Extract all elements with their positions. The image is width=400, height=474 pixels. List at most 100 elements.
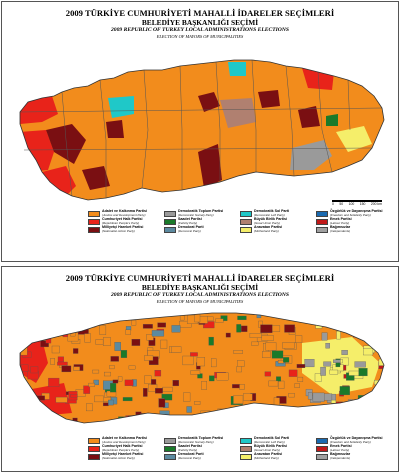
district-region — [157, 322, 166, 328]
legend-party-english: (Labour Party) — [330, 220, 350, 225]
legend-swatch — [240, 446, 252, 452]
district-region — [275, 314, 283, 319]
legend-item: Saadet Partisi (Felicity Party) — [164, 444, 236, 452]
legend-swatch — [240, 438, 252, 444]
map-title: 2009 TÜRKİYE CUMHURİYETİ MAHALLİ İDARELE… — [65, 273, 335, 283]
district-region — [296, 364, 306, 368]
legend-party-english: (Freedom and Solidarity Party) — [330, 439, 371, 444]
legend-party-name: Milliyetçi Hareket Partisi — [102, 225, 144, 229]
district-region — [243, 393, 253, 401]
legend-party-english: (Democratic Left Party) — [254, 212, 285, 217]
chp-region-southwest — [32, 383, 72, 415]
legend-party-english: (Independents) — [330, 455, 351, 460]
district-region — [260, 412, 266, 417]
legend-party-english: (Democratic Society Party) — [178, 439, 214, 444]
district-region — [377, 393, 384, 401]
district-region — [160, 339, 168, 349]
map-subtitle: BELEDİYE BAŞKANLIĞI SEÇİMİ — [141, 283, 259, 292]
district-region — [331, 399, 337, 404]
legend-item: Özgürlük ve Dayanışma Partisi (Freedom an… — [316, 436, 388, 444]
legend-item: Emek Partisi (Labour Party) — [316, 444, 388, 452]
district-region — [329, 369, 339, 375]
district-region — [190, 370, 201, 375]
district-region — [262, 351, 271, 358]
district-region — [378, 358, 384, 366]
legend-swatch — [316, 227, 328, 233]
legend-party-english: (Nationalist Action Party) — [102, 228, 135, 233]
legend-swatch — [316, 211, 328, 217]
district-region — [295, 335, 303, 343]
district-region — [108, 399, 114, 406]
district-region — [304, 359, 315, 368]
district-region — [278, 380, 285, 389]
district-region — [143, 388, 148, 397]
dtp-region-southeast — [290, 140, 332, 170]
district-region — [158, 398, 166, 408]
district-region — [300, 417, 310, 423]
legend-party-english: (Democrat Party) — [178, 228, 201, 233]
district-region — [142, 324, 153, 329]
legend-item: Adalet ve Kalkınma Partisi (Justice and D… — [88, 209, 160, 217]
district-region — [264, 413, 271, 422]
district-region — [325, 343, 330, 349]
legend-party-english: (Democratic Society Party) — [178, 212, 214, 217]
district-region — [307, 392, 313, 400]
district-region — [61, 365, 72, 373]
district-region — [92, 369, 100, 374]
district-region — [182, 355, 194, 366]
district-region — [375, 341, 381, 350]
district-region — [33, 316, 46, 324]
legend-party-name: Saadet Partisi — [178, 444, 202, 448]
district-region — [237, 315, 247, 320]
district-region — [268, 380, 279, 387]
legend-party-english: (Democratic Left Party) — [254, 439, 285, 444]
legend-swatch — [88, 211, 100, 217]
district-region — [146, 334, 154, 341]
legend-party-english: (Justice and Development Party) — [102, 439, 146, 444]
district-region — [198, 316, 208, 324]
district-region — [220, 315, 228, 321]
legend-party-name: Cumhuriyet Halk Partisi — [102, 217, 143, 221]
legend-swatch — [88, 438, 100, 444]
legend-item: Büyük Birlik Partisi (Great Union Party) — [240, 217, 312, 225]
legend-party-name: Özgürlük ve Dayanışma Partisi — [330, 436, 383, 440]
legend-party-english: (Justice and Development Party) — [102, 212, 146, 217]
map-title: 2009 TÜRKİYE CUMHURİYETİ MAHALLİ İDARELE… — [65, 8, 335, 18]
district-region — [186, 406, 192, 413]
district-region — [260, 324, 273, 333]
district-region — [57, 314, 64, 323]
district-region — [288, 369, 298, 377]
district-region — [162, 386, 173, 392]
legend-party-name: Adalet ve Kalkınma Partisi — [102, 209, 147, 213]
district-region — [239, 384, 245, 390]
district-region — [53, 327, 59, 336]
legend-item: Demokratik Sol Parti (Democratic Left Par… — [240, 436, 312, 444]
district-region — [57, 361, 68, 366]
district-region — [321, 332, 328, 341]
legend-party-english: (Great Union Party) — [254, 447, 281, 452]
district-region — [282, 342, 295, 349]
district-region — [190, 352, 198, 357]
district-region — [276, 416, 286, 423]
district-region — [48, 377, 60, 387]
legend-party-english: (Labour Party) — [330, 447, 350, 452]
district-region — [333, 359, 341, 363]
district-region — [180, 416, 187, 422]
district-region — [40, 340, 49, 348]
scale-label: 0 — [332, 202, 334, 206]
legend-item: Demokrat Parti (Democrat Party) — [164, 452, 236, 460]
map-title-english: 2009 REPUBLIC OF TURKEY LOCAL ADMINISTRA… — [111, 27, 289, 33]
legend-party-english: (Nationalist Action Party) — [102, 455, 135, 460]
district-region — [131, 319, 137, 326]
legend-item: Bağımsızlar (Independents) — [316, 225, 388, 233]
district-region — [31, 316, 43, 321]
district-region — [215, 318, 224, 323]
legend-party-name: Demokratik Toplum Partisi — [178, 209, 224, 213]
anavatan-region-east — [336, 126, 372, 152]
district-region — [261, 335, 274, 341]
legend-party-name: Saadet Partisi — [178, 217, 202, 221]
district-region — [25, 326, 33, 334]
district-region — [201, 381, 207, 390]
province-map-panel: 2009 TÜRKİYE CUMHURİYETİ MAHALLİ İDARELE… — [1, 1, 399, 262]
district-region — [304, 419, 311, 423]
